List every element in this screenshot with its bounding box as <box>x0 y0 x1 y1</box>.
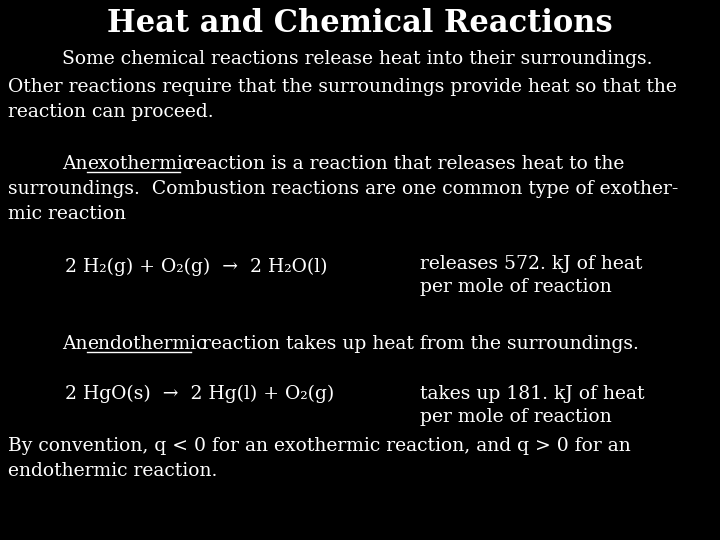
Text: By convention, q < 0 for an exothermic reaction, and q > 0 for an: By convention, q < 0 for an exothermic r… <box>8 437 631 455</box>
Text: takes up 181. kJ of heat: takes up 181. kJ of heat <box>420 385 644 403</box>
Text: reaction can proceed.: reaction can proceed. <box>8 103 214 121</box>
Text: Other reactions require that the surroundings provide heat so that the: Other reactions require that the surroun… <box>8 78 677 96</box>
Text: Heat and Chemical Reactions: Heat and Chemical Reactions <box>107 8 613 39</box>
Text: reaction is a reaction that releases heat to the: reaction is a reaction that releases hea… <box>181 155 624 173</box>
Text: reaction takes up heat from the surroundings.: reaction takes up heat from the surround… <box>196 335 639 353</box>
Text: endothermic: endothermic <box>87 335 207 353</box>
Text: per mole of reaction: per mole of reaction <box>420 278 612 296</box>
Text: mic reaction: mic reaction <box>8 205 126 223</box>
Text: surroundings.  Combustion reactions are one common type of exother-: surroundings. Combustion reactions are o… <box>8 180 678 198</box>
Text: 2 HgO(s)  →  2 Hg(l) + O₂(g): 2 HgO(s) → 2 Hg(l) + O₂(g) <box>65 385 334 403</box>
Text: exothermic: exothermic <box>87 155 193 173</box>
Text: An: An <box>62 155 94 173</box>
Text: Some chemical reactions release heat into their surroundings.: Some chemical reactions release heat int… <box>62 50 652 68</box>
Text: endothermic reaction.: endothermic reaction. <box>8 462 217 480</box>
Text: An: An <box>62 335 94 353</box>
Text: 2 H₂(g) + O₂(g)  →  2 H₂O(l): 2 H₂(g) + O₂(g) → 2 H₂O(l) <box>65 258 328 276</box>
Text: releases 572. kJ of heat: releases 572. kJ of heat <box>420 255 642 273</box>
Text: per mole of reaction: per mole of reaction <box>420 408 612 426</box>
